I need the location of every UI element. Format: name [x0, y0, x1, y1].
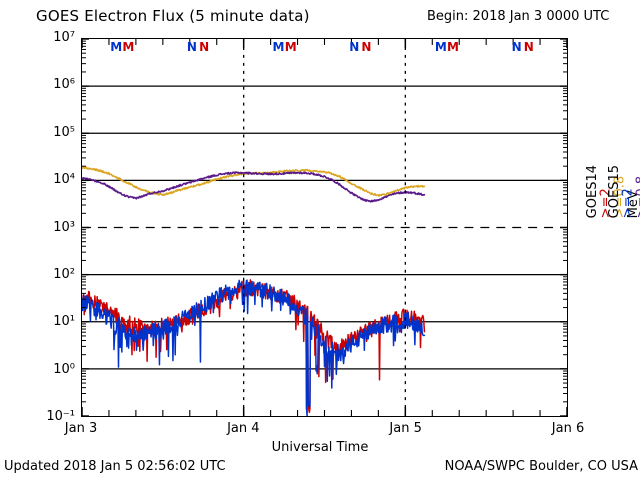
y-axis-tick-label: 10²: [53, 266, 75, 282]
source-credit: NOAA/SWPC Boulder, CO USA: [444, 459, 638, 474]
event-marker-n: N: [523, 40, 534, 54]
legend-goes15-satellite: GOES15: [607, 165, 622, 219]
chart-plot-area: [81, 38, 568, 417]
y-axis-tick-label: 10⁴: [53, 172, 75, 188]
y-axis-tick-label: 10⁶: [53, 77, 75, 93]
legend-goes15-channel-08mev: >=0.8: [634, 175, 640, 219]
event-marker-n: N: [199, 40, 210, 54]
event-marker-m: M: [110, 40, 123, 54]
x-axis-label: Universal Time: [271, 440, 369, 455]
chart-axis-ticks: [82, 39, 567, 416]
event-marker-m: M: [284, 40, 297, 54]
updated-timestamp: Updated 2018 Jan 5 02:56:02 UTC: [4, 459, 226, 474]
event-marker-n: N: [511, 40, 522, 54]
begin-time-label: Begin: 2018 Jan 3 0000 UTC: [427, 9, 610, 24]
event-marker-n: N: [349, 40, 360, 54]
event-marker-n: N: [361, 40, 372, 54]
event-marker-m: M: [447, 40, 459, 54]
y-axis-tick-label: 10³: [53, 219, 75, 235]
event-marker-m: M: [434, 40, 447, 54]
page-title: GOES Electron Flux (5 minute data): [36, 7, 310, 25]
event-marker-n: N: [186, 40, 197, 54]
legend-goes14-satellite: GOES14: [585, 165, 600, 219]
legend-column-goes15: GOES15 >=2 >=0.8 MeV: [607, 165, 640, 219]
chart-data-series: [82, 166, 426, 416]
x-axis-tick-label: Jan 3: [64, 421, 98, 436]
x-axis-tick-label: Jan 6: [551, 421, 585, 436]
event-marker-m: M: [272, 40, 285, 54]
x-axis-tick-label: Jan 4: [227, 421, 260, 436]
y-axis-tick-label: 10⁵: [53, 124, 75, 140]
event-marker-m: M: [122, 40, 135, 54]
y-axis-tick-label: 10¹: [53, 314, 75, 330]
y-axis-tick-label: 10⁰: [53, 361, 75, 377]
legend-goes15-channel-2mev: >=2: [620, 188, 636, 219]
y-axis-tick-label: 10⁷: [53, 30, 75, 45]
y-axis-tick-label: 10⁻¹: [46, 409, 75, 424]
x-axis-tick-label: Jan 5: [389, 421, 422, 436]
